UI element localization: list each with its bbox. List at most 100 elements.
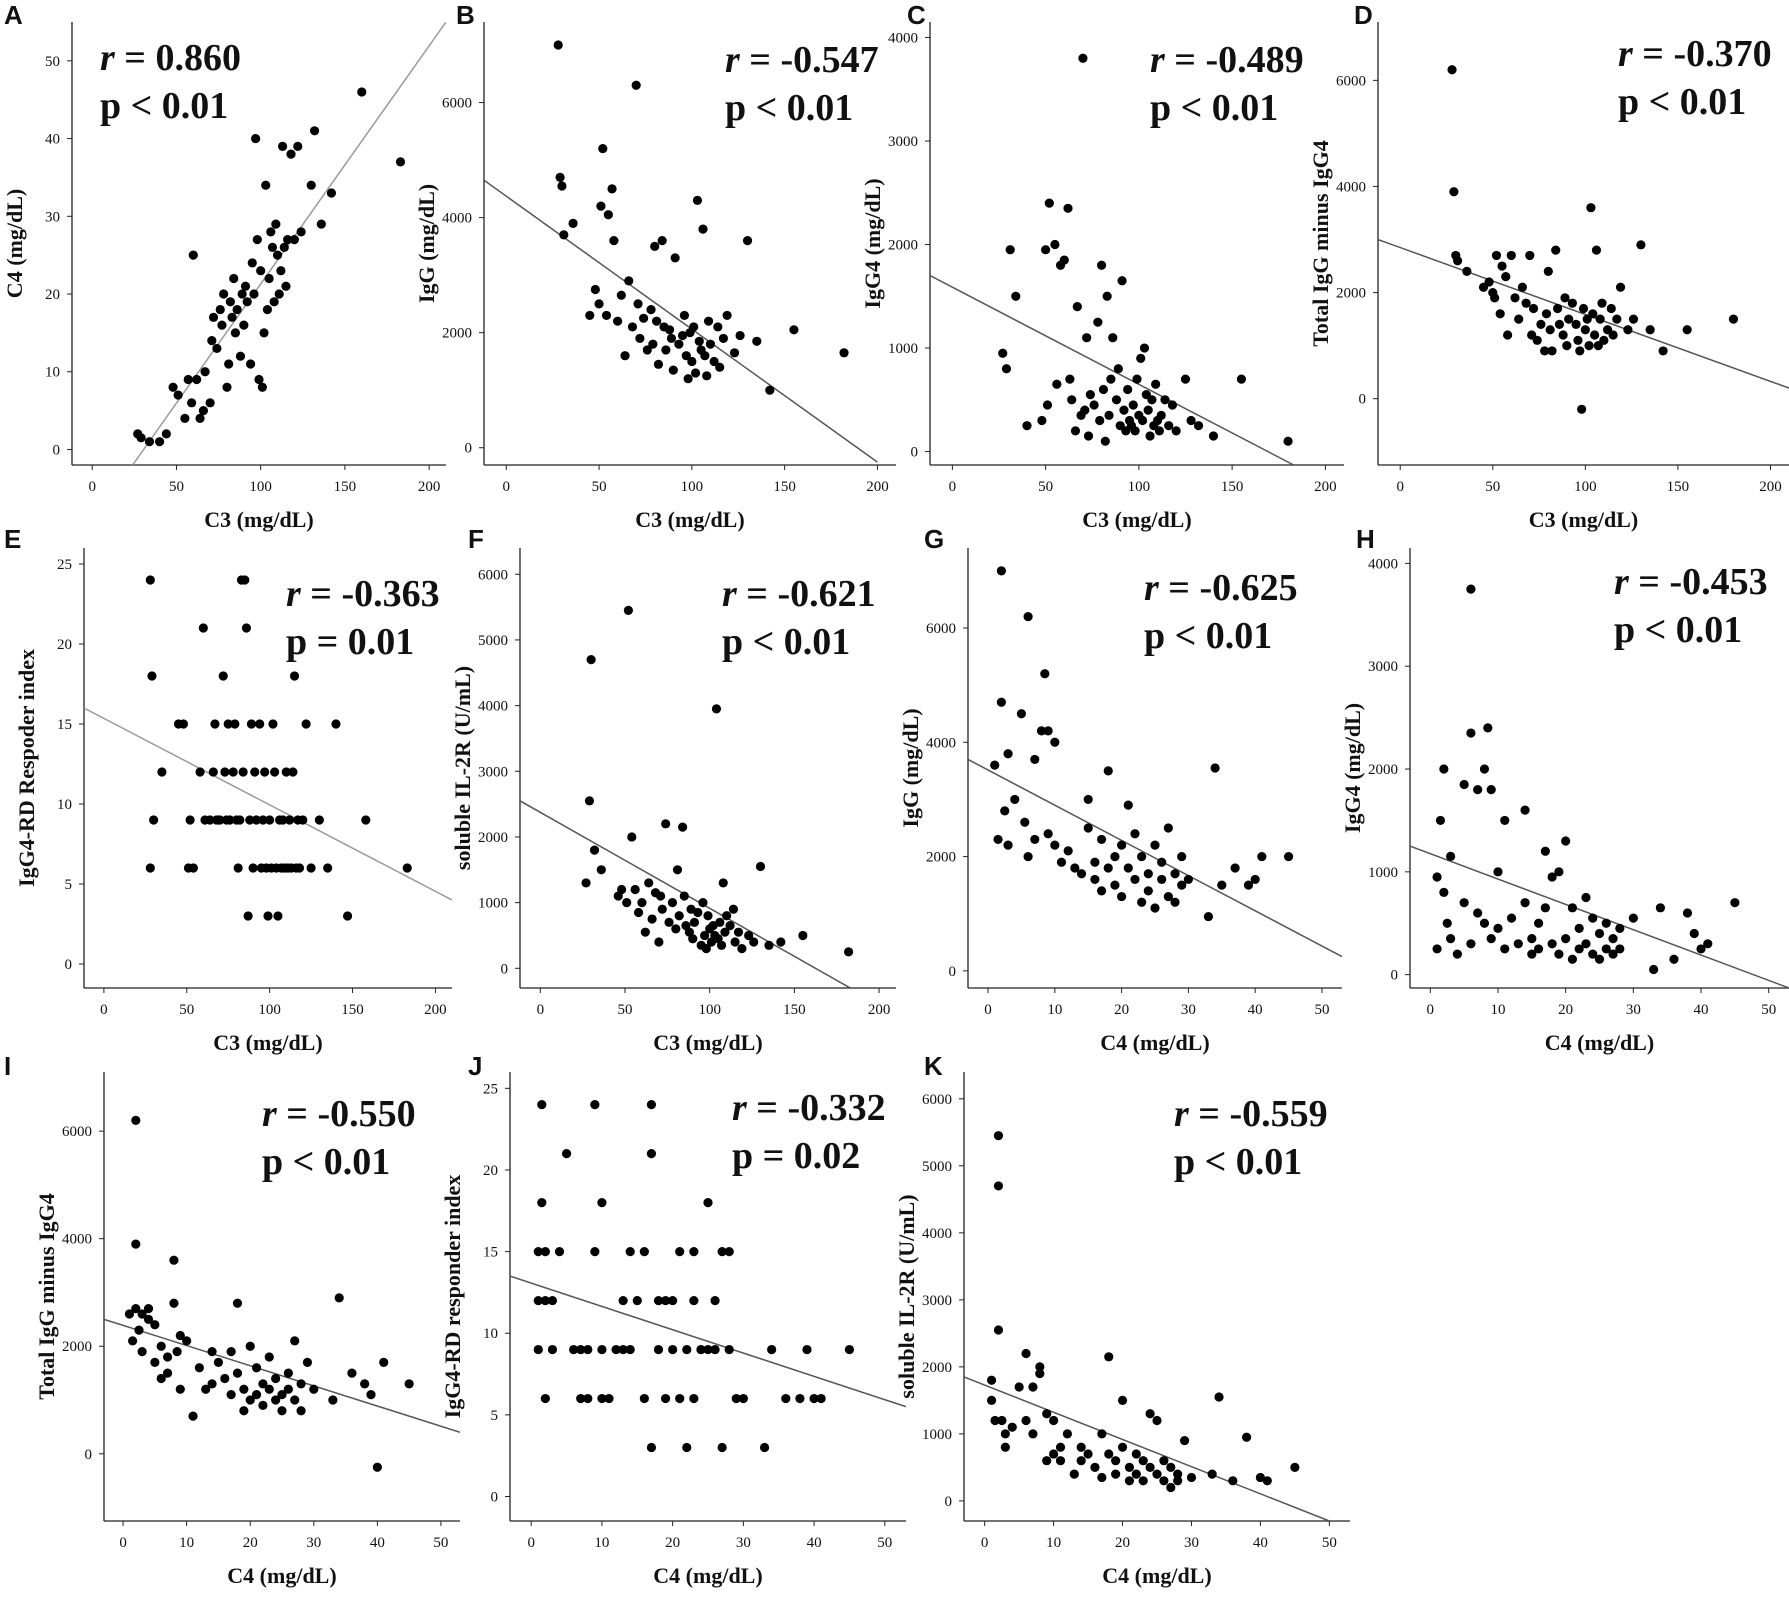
r-symbol: r — [1174, 1093, 1190, 1135]
data-point — [839, 348, 849, 358]
data-point — [1083, 1449, 1093, 1459]
data-point — [1023, 851, 1033, 862]
data-point — [795, 1393, 805, 1404]
panel-label: J — [468, 1051, 482, 1081]
p-value: p < 0.01 — [722, 621, 850, 663]
data-point — [1119, 405, 1129, 415]
data-point — [1123, 800, 1133, 810]
data-point — [222, 382, 232, 392]
data-point — [1124, 1476, 1135, 1486]
data-point — [1547, 939, 1557, 949]
data-point — [1035, 1362, 1045, 1372]
y-tick-label: 1000 — [922, 1427, 952, 1443]
data-point — [131, 1115, 141, 1125]
data-point — [1130, 426, 1140, 436]
data-point — [1117, 891, 1127, 902]
data-point — [1173, 1469, 1183, 1479]
data-point — [1561, 836, 1571, 846]
data-point — [395, 157, 406, 167]
data-point — [668, 1295, 678, 1306]
data-point — [1628, 913, 1638, 923]
data-point — [1093, 317, 1103, 327]
y-tick-label: 4000 — [1336, 179, 1366, 195]
data-point — [1163, 891, 1173, 902]
data-point — [404, 1379, 414, 1389]
data-point — [1070, 863, 1080, 873]
data-point — [1106, 374, 1116, 384]
p-value: p < 0.01 — [1174, 1141, 1302, 1183]
data-point — [366, 1390, 376, 1400]
data-point — [633, 299, 643, 309]
data-point — [1432, 944, 1442, 954]
y-tick-label: 0 — [491, 1490, 499, 1506]
data-point — [251, 1390, 262, 1400]
data-point — [1449, 187, 1459, 197]
data-point — [195, 767, 205, 777]
data-point — [1210, 763, 1220, 773]
data-point — [1123, 384, 1133, 395]
data-point — [277, 1406, 287, 1416]
data-point — [1001, 364, 1012, 374]
correlation-r: r = 0.860 — [100, 37, 241, 79]
data-point — [245, 815, 255, 825]
data-point — [622, 898, 632, 908]
data-point — [1159, 1456, 1169, 1466]
data-point — [1586, 203, 1596, 213]
y-tick-label: 1000 — [1368, 865, 1398, 881]
data-point — [1689, 928, 1699, 939]
x-tick-label: 40 — [1694, 1002, 1709, 1018]
x-tick-label: 50 — [1485, 479, 1500, 495]
data-point — [1154, 426, 1164, 436]
data-point — [1160, 395, 1170, 405]
data-point — [742, 236, 753, 246]
x-tick-label: 50 — [1038, 479, 1053, 495]
data-point — [1098, 384, 1109, 395]
r-value: = -0.363 — [301, 573, 440, 615]
data-point — [613, 316, 623, 326]
data-point — [635, 333, 645, 344]
data-point — [590, 1247, 600, 1257]
data-point — [533, 1344, 543, 1355]
x-tick-label: 30 — [736, 1535, 751, 1551]
data-point — [660, 1393, 671, 1404]
data-point — [155, 437, 165, 447]
data-point — [1007, 1422, 1017, 1432]
data-point — [660, 1295, 671, 1306]
y-tick-label: 50 — [45, 54, 60, 70]
data-point — [1173, 1476, 1183, 1486]
data-point — [1521, 298, 1531, 308]
correlation-r: r = -0.621 — [722, 573, 876, 615]
data-point — [718, 333, 729, 344]
data-point — [596, 865, 606, 875]
data-point — [1255, 1472, 1265, 1483]
data-point — [1137, 897, 1147, 907]
data-point — [683, 374, 693, 384]
y-tick-label: 10 — [57, 797, 72, 813]
data-point — [302, 1357, 313, 1367]
data-point — [281, 281, 291, 291]
x-tick-label: 20 — [1114, 1002, 1129, 1018]
data-point — [247, 258, 257, 268]
data-point — [144, 437, 155, 447]
data-point — [1040, 669, 1050, 679]
p-value: p < 0.01 — [1150, 87, 1278, 129]
x-tick-label: 0 — [949, 479, 957, 495]
data-point — [1580, 325, 1590, 335]
y-axis-title: IgG4 (mg/dL) — [860, 178, 885, 308]
data-point — [1540, 903, 1550, 913]
data-point — [1166, 1482, 1176, 1493]
data-point — [328, 1395, 338, 1405]
data-point — [1016, 709, 1027, 719]
data-point — [1014, 1382, 1024, 1392]
data-point — [640, 927, 650, 937]
data-point — [996, 566, 1006, 576]
data-point — [537, 1198, 547, 1208]
data-point — [1152, 1415, 1162, 1426]
data-point — [1608, 949, 1618, 959]
data-point — [657, 236, 667, 246]
y-tick-label: 15 — [57, 717, 72, 733]
x-axis-title: C3 (mg/dL) — [1082, 507, 1191, 532]
data-point — [309, 1384, 319, 1394]
data-point — [1072, 302, 1082, 312]
data-point — [1050, 737, 1060, 747]
